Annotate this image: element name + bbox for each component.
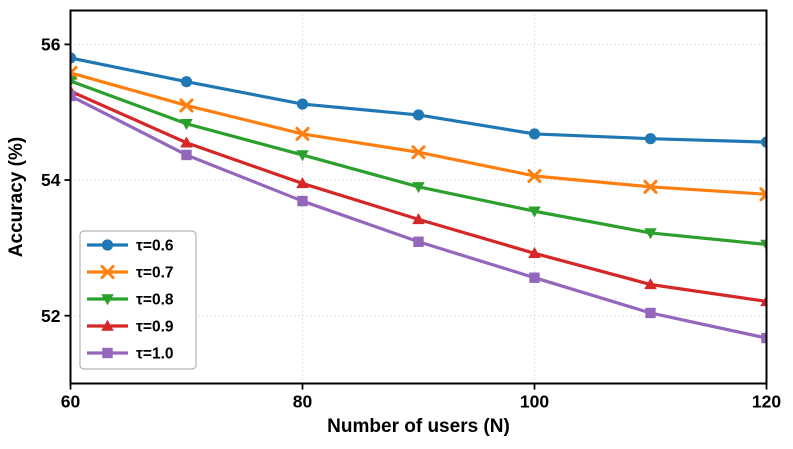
- series-tau-1.0-marker: [297, 195, 308, 207]
- series-tau-0.7-marker: [411, 145, 426, 160]
- x-tick-label: 100: [520, 392, 549, 412]
- legend-item: τ=0.8: [87, 291, 174, 308]
- legend-item: τ=0.7: [87, 264, 174, 281]
- series-tau-0.7-marker: [527, 168, 542, 184]
- legend-label: τ=0.8: [136, 291, 174, 308]
- legend-item: τ=0.9: [87, 318, 174, 335]
- y-axis-label: Accuracy (%): [6, 137, 27, 257]
- axes-spines: [69, 9, 768, 385]
- series-tau-0.8-marker: [296, 150, 309, 162]
- series-tau-0.6-marker: [644, 133, 657, 145]
- legend-item: τ=0.6: [87, 237, 174, 254]
- series-tau-0.9-marker: [528, 246, 541, 258]
- series-tau-0.6-marker: [412, 109, 425, 121]
- legend-marker: [101, 319, 114, 331]
- series-tau-1.0-marker: [413, 236, 424, 247]
- series-tau-0.8-marker: [70, 76, 77, 88]
- legend-label: τ=0.7: [136, 264, 174, 281]
- series-tau-0.8-marker: [180, 119, 193, 131]
- series-tau-0.9-marker: [644, 278, 657, 290]
- series-tau-0.7-marker: [179, 98, 194, 113]
- series-tau-0.6-marker: [528, 128, 541, 140]
- legend-label: τ=0.9: [136, 318, 174, 335]
- series-tau-0.8-marker: [528, 206, 541, 218]
- series-tau-0.7-marker: [295, 126, 310, 141]
- legend-label: τ=0.6: [136, 237, 174, 254]
- series-tau-1.0-marker: [645, 307, 656, 319]
- legend-box: [79, 230, 197, 370]
- y-tick-label: 56: [41, 35, 61, 55]
- series-tau-0.9-marker: [180, 136, 193, 148]
- tick-marks: [64, 43, 768, 390]
- legend-marker: [102, 347, 113, 359]
- series-tau-0.9-marker: [760, 295, 767, 307]
- x-tick-label: 60: [61, 392, 81, 412]
- series-tau-0.7-marker: [643, 179, 658, 194]
- legend-label: τ=1.0: [136, 345, 174, 362]
- series-tau-0.6: [70, 52, 767, 148]
- series-tau-1.0-marker: [529, 272, 540, 283]
- series-tau-0.9-marker: [296, 177, 309, 189]
- series-tau-0.9: [70, 84, 767, 307]
- series-tau-0.7-marker: [759, 187, 767, 202]
- series-tau-0.8-marker: [760, 239, 767, 251]
- series-tau-0.8-marker: [412, 182, 425, 194]
- series-tau-0.7: [70, 65, 767, 202]
- legend-marker: [101, 239, 114, 251]
- legend-marker: [101, 294, 114, 306]
- series-tau-0.9-marker: [412, 213, 425, 225]
- series-tau-0.6-marker: [180, 76, 193, 88]
- series-tau-1.0-marker: [70, 90, 76, 102]
- series-tau-0.8: [70, 76, 767, 251]
- series-tau-0.6-marker: [760, 136, 767, 148]
- series-tau-0.8-marker: [644, 228, 657, 240]
- series-tau-0.6-marker: [296, 98, 309, 110]
- series-tau-1.0-marker: [761, 332, 767, 344]
- x-tick-label: 120: [752, 392, 781, 412]
- x-tick-label: 80: [293, 392, 313, 412]
- y-tick-label: 52: [41, 306, 61, 326]
- series-tau-0.6-marker: [70, 52, 77, 64]
- x-axis-label: Number of users (N): [327, 416, 510, 437]
- legend: τ=0.6 τ=0.7 τ=0.8 τ=0.9 τ=1.0: [79, 230, 197, 370]
- legend-marker: [100, 264, 115, 280]
- y-tick-label: 54: [41, 170, 61, 190]
- series-tau-1.0: [70, 90, 767, 344]
- legend-item: τ=1.0: [87, 345, 174, 362]
- series-tau-1.0-marker: [181, 149, 192, 161]
